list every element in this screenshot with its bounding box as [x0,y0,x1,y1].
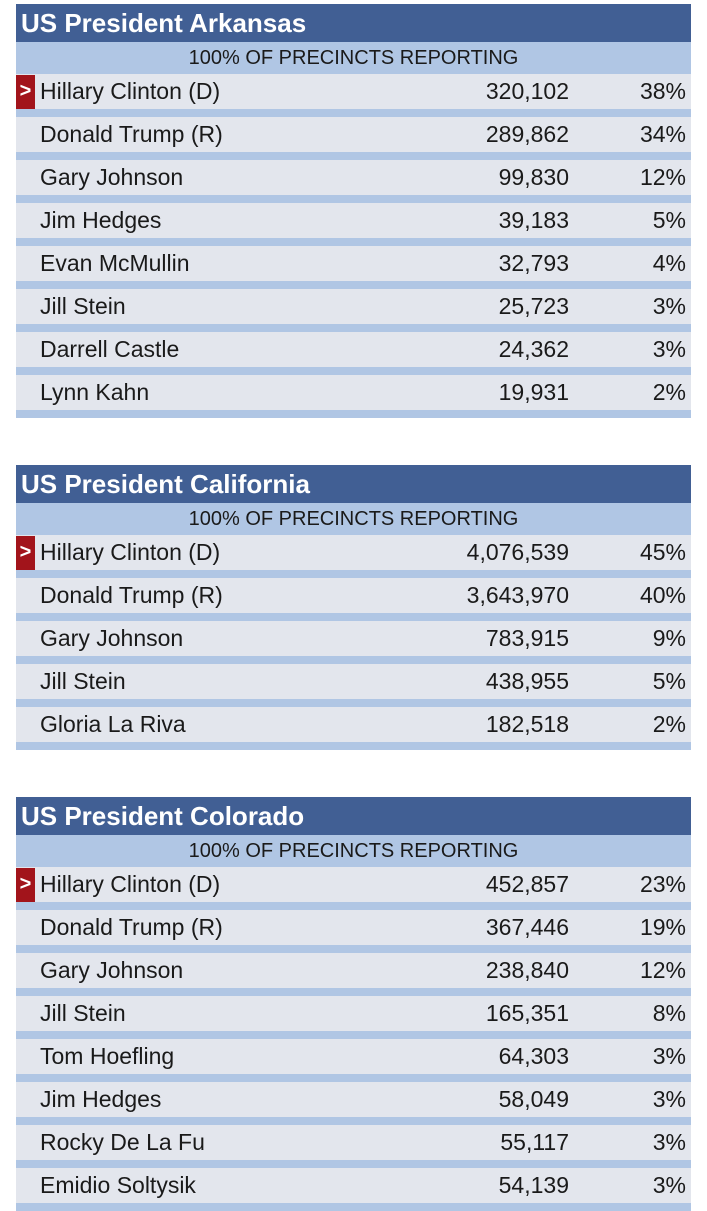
candidate-percent: 40% [639,582,686,608]
candidate-row: Evan McMullin 32,793 4% [16,246,691,289]
candidate-row: Jim Hedges 39,183 5% [16,203,691,246]
candidate-votes: 19,931 [498,379,569,405]
candidate-votes: 3,643,970 [466,582,569,608]
candidate-percent: 3% [652,1086,686,1112]
race-title: US President California [16,465,691,503]
candidate-name: Gary Johnson [40,957,184,983]
candidate-percent: 2% [652,379,686,405]
candidate-row: Jill Stein 25,723 3% [16,289,691,332]
race-table: US President California 100% OF PRECINCTS… [16,465,691,750]
candidate-row: Rocky De La Fu 55,117 3% [16,1125,691,1168]
candidate-votes: 367,446 [485,914,569,940]
race-title: US President Colorado [16,797,691,835]
candidate-name: Gary Johnson [40,164,184,190]
candidate-votes: 452,857 [485,871,569,897]
candidate-name: Jill Stein [40,1000,126,1026]
candidate-votes: 320,102 [485,78,569,104]
candidate-percent: 3% [652,336,686,362]
candidate-row: Tom Hoefling 64,303 3% [16,1039,691,1082]
candidate-name: Donald Trump (R) [40,121,223,147]
candidate-votes: 783,915 [485,625,569,651]
candidate-row: > Hillary Clinton (D) 320,102 38% [16,74,691,117]
candidate-name: Donald Trump (R) [40,914,223,940]
candidate-name: Hillary Clinton (D) [40,539,221,565]
candidate-row: Darrell Castle 24,362 3% [16,332,691,375]
candidate-percent: 5% [652,668,686,694]
candidate-row: Gary Johnson 783,915 9% [16,621,691,664]
candidate-row: Gary Johnson 238,840 12% [16,953,691,996]
candidate-row: Donald Trump (R) 3,643,970 40% [16,578,691,621]
candidate-percent: 45% [639,539,686,565]
candidate-percent: 34% [639,121,686,147]
candidate-percent: 23% [639,871,686,897]
candidate-votes: 25,723 [498,293,569,319]
candidate-row: Donald Trump (R) 289,862 34% [16,117,691,160]
candidate-percent: 12% [639,164,686,190]
candidate-votes: 58,049 [498,1086,569,1112]
candidate-name: Jill Stein [40,293,126,319]
candidate-percent: 3% [652,293,686,319]
candidate-name: Gary Johnson [40,625,184,651]
candidate-votes: 55,117 [500,1129,569,1155]
candidate-percent: 12% [639,957,686,983]
candidate-row: Emidio Soltysik 54,139 3% [16,1168,691,1211]
candidate-name: Darrell Castle [40,336,180,362]
winner-chevron-icon: > [16,75,35,109]
candidate-votes: 32,793 [498,250,569,276]
candidate-votes: 438,955 [485,668,569,694]
candidate-name: Hillary Clinton (D) [40,871,221,897]
candidate-votes: 238,840 [485,957,569,983]
candidate-name: Emidio Soltysik [40,1172,196,1198]
candidate-percent: 5% [652,207,686,233]
candidate-name: Lynn Kahn [40,379,150,405]
candidate-row: Jill Stein 438,955 5% [16,664,691,707]
candidate-percent: 3% [652,1172,686,1198]
winner-chevron-icon: > [16,868,35,902]
candidate-name: Gloria La Riva [40,711,186,737]
candidate-votes: 4,076,539 [466,539,569,565]
candidate-percent: 19% [639,914,686,940]
precincts-reporting: 100% OF PRECINCTS REPORTING [16,835,691,867]
candidate-percent: 9% [652,625,686,651]
race-table: US President Arkansas 100% OF PRECINCTS R… [16,4,691,418]
precincts-reporting: 100% OF PRECINCTS REPORTING [16,503,691,535]
candidate-name: Donald Trump (R) [40,582,223,608]
candidate-name: Jim Hedges [40,1086,162,1112]
candidate-row: > Hillary Clinton (D) 452,857 23% [16,867,691,910]
candidate-percent: 2% [652,711,686,737]
candidate-row: > Hillary Clinton (D) 4,076,539 45% [16,535,691,578]
precincts-reporting: 100% OF PRECINCTS REPORTING [16,42,691,74]
race-title: US President Arkansas [16,4,691,42]
candidate-name: Jill Stein [40,668,126,694]
candidate-votes: 165,351 [485,1000,569,1026]
candidate-percent: 3% [652,1043,686,1069]
candidate-name: Tom Hoefling [40,1043,175,1069]
candidate-name: Rocky De La Fu [40,1129,205,1155]
candidate-row: Jill Stein 165,351 8% [16,996,691,1039]
candidate-name: Evan McMullin [40,250,190,276]
race-table: US President Colorado 100% OF PRECINCTS R… [16,797,691,1211]
candidate-percent: 38% [639,78,686,104]
candidate-votes: 182,518 [485,711,569,737]
candidate-votes: 39,183 [498,207,569,233]
candidate-votes: 64,303 [498,1043,569,1069]
candidate-percent: 8% [652,1000,686,1026]
candidate-name: Jim Hedges [40,207,162,233]
candidate-votes: 24,362 [498,336,569,362]
candidate-row: Jim Hedges 58,049 3% [16,1082,691,1125]
candidate-percent: 4% [652,250,686,276]
candidate-name: Hillary Clinton (D) [40,78,221,104]
candidate-row: Donald Trump (R) 367,446 19% [16,910,691,953]
candidate-row: Lynn Kahn 19,931 2% [16,375,691,418]
candidate-votes: 99,830 [498,164,569,190]
candidate-row: Gloria La Riva 182,518 2% [16,707,691,750]
candidate-percent: 3% [652,1129,686,1155]
winner-chevron-icon: > [16,536,35,570]
candidate-votes: 54,139 [498,1172,569,1198]
candidate-row: Gary Johnson 99,830 12% [16,160,691,203]
candidate-votes: 289,862 [485,121,569,147]
